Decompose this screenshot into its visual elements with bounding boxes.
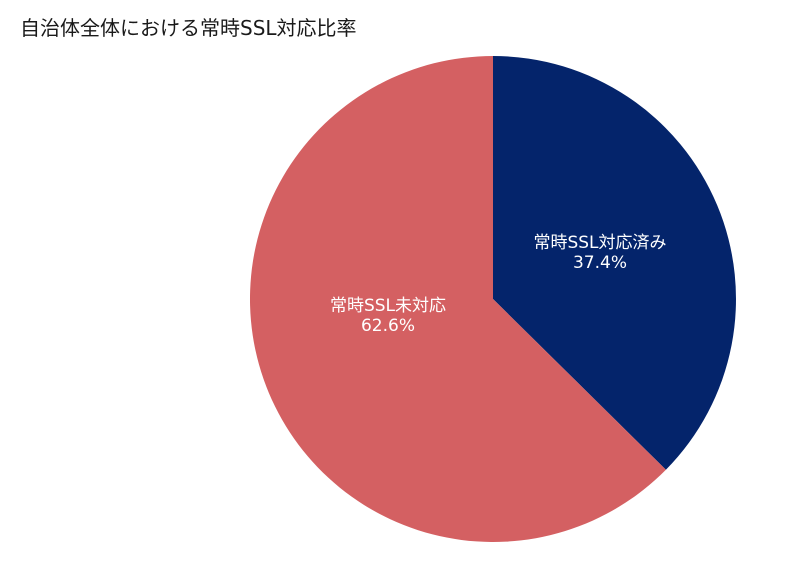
pie-slice: [249, 56, 666, 542]
slice-value-label: 62.6%: [361, 316, 415, 336]
slices-group: [249, 56, 736, 542]
slice-label: 常時SSL未対応: [330, 296, 446, 316]
chart-title: 自治体全体における常時SSL対応比率: [20, 16, 357, 40]
pie-slice: [493, 56, 736, 470]
slice-label: 常時SSL対応済み: [533, 233, 666, 253]
slice-value-label: 37.4%: [573, 253, 627, 273]
